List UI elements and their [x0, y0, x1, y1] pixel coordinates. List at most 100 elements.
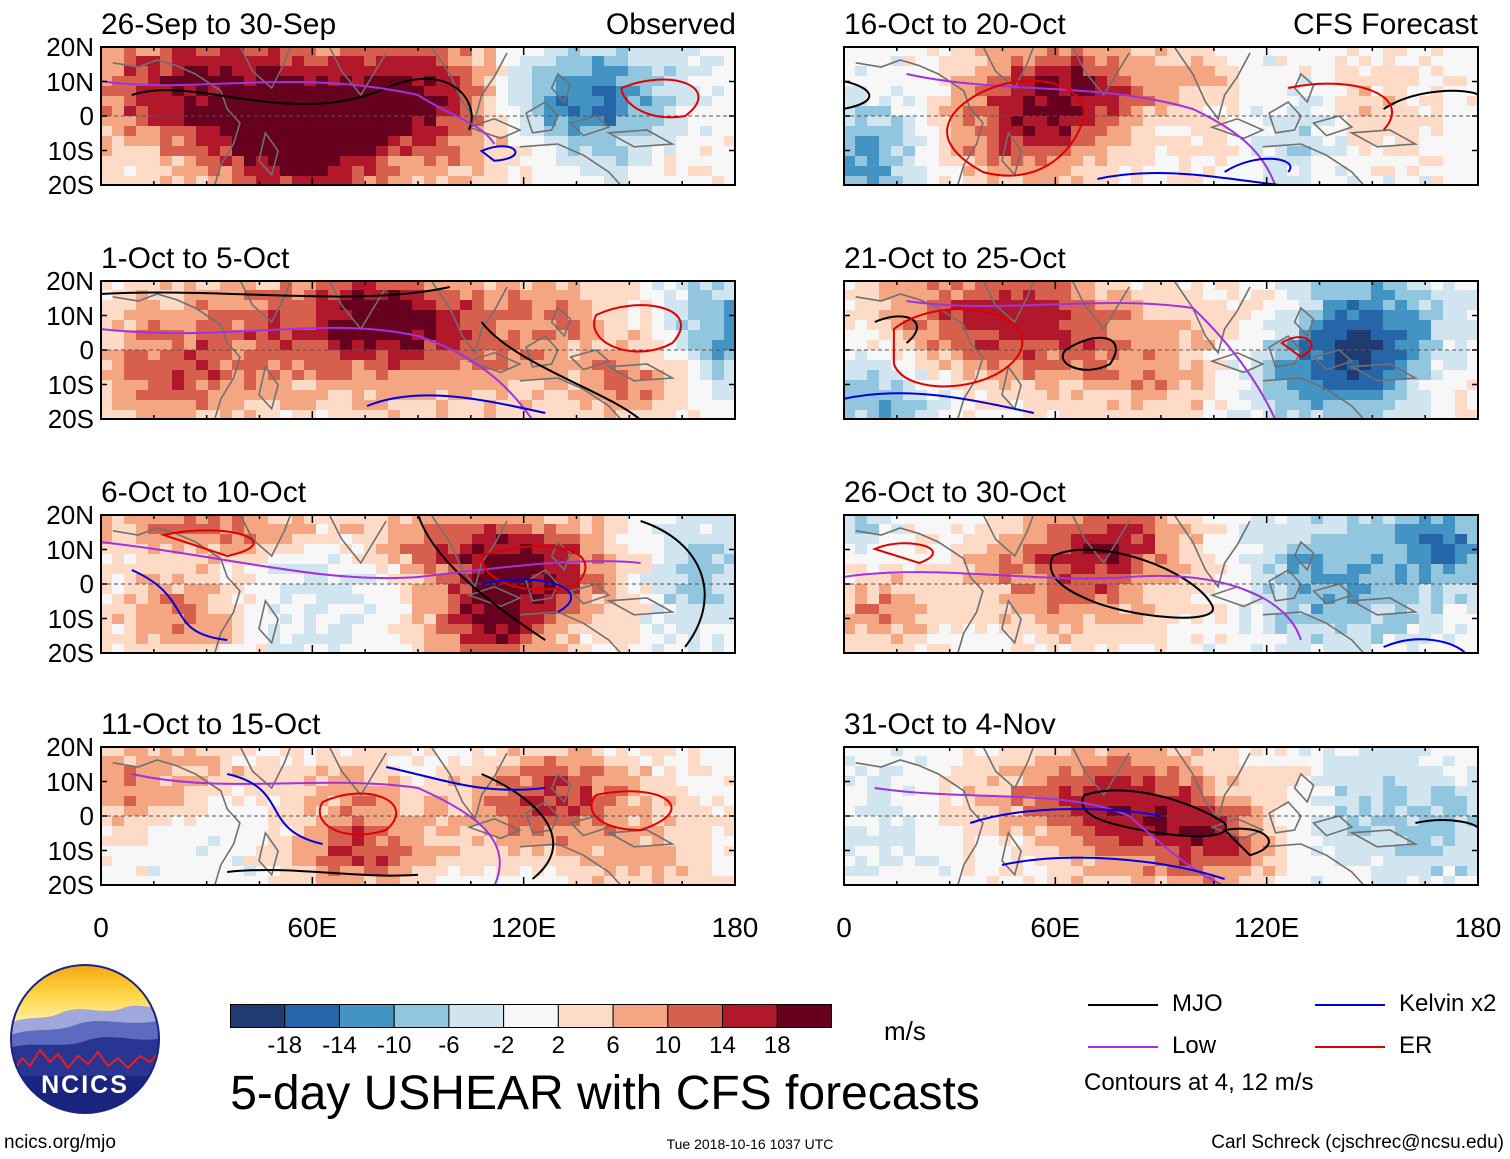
shade-cell	[1023, 340, 1036, 351]
shade-cell	[520, 330, 533, 341]
shade-cell	[1431, 126, 1444, 137]
shade-cell	[280, 410, 293, 420]
shade-cell	[388, 360, 401, 371]
shade-cell	[508, 766, 521, 777]
shade-cell	[1119, 136, 1132, 147]
shade-cell	[136, 564, 149, 575]
shade-cell	[628, 524, 641, 535]
shade-cell	[700, 634, 713, 645]
shade-cell	[987, 310, 1000, 321]
shade-cell	[676, 116, 689, 127]
shade-cell	[1371, 370, 1384, 381]
shade-cell	[112, 634, 125, 645]
shade-cell	[208, 766, 221, 777]
shade-cell	[1047, 524, 1060, 535]
shade-cell	[1275, 524, 1288, 535]
shade-cell	[520, 350, 533, 361]
shade-cell	[616, 156, 629, 167]
shade-cell	[640, 554, 653, 565]
shade-cell	[1371, 300, 1384, 311]
shade-cell	[640, 136, 653, 147]
shade-cell	[592, 564, 605, 575]
shade-cell	[664, 594, 677, 605]
shade-cell	[1455, 524, 1468, 535]
shade-cell	[855, 310, 868, 321]
shade-cell	[508, 116, 521, 127]
shade-cell	[640, 876, 653, 886]
shade-cell	[915, 360, 928, 371]
shade-cell	[388, 46, 401, 57]
shade-cell	[148, 514, 161, 525]
shade-cell	[700, 544, 713, 555]
shade-cell	[1131, 86, 1144, 97]
shade-cell	[328, 280, 341, 291]
shade-cell	[184, 624, 197, 635]
shade-cell	[664, 166, 677, 177]
shade-cell	[628, 116, 641, 127]
shade-cell	[184, 360, 197, 371]
shade-cell	[520, 806, 533, 817]
shade-cell	[616, 116, 629, 127]
shade-cell	[172, 816, 185, 827]
shade-cell	[136, 544, 149, 555]
shade-cell	[652, 360, 665, 371]
shade-cell	[556, 350, 569, 361]
shade-cell	[879, 106, 892, 117]
shade-cell	[843, 410, 856, 420]
shade-cell	[484, 126, 497, 137]
shade-cell	[664, 584, 677, 595]
shade-cell	[1383, 136, 1396, 147]
shade-cell	[1467, 116, 1479, 127]
shade-cell	[532, 866, 545, 877]
shade-cell	[256, 766, 269, 777]
shade-cell	[436, 126, 449, 137]
shade-cell	[987, 280, 1000, 291]
shade-cell	[1035, 86, 1048, 97]
shade-cell	[1203, 146, 1216, 157]
shade-cell	[376, 300, 389, 311]
shade-cell	[676, 290, 689, 301]
shade-cell	[676, 136, 689, 147]
shade-cell	[1443, 300, 1456, 311]
shade-cell	[676, 350, 689, 361]
shade-cell	[508, 846, 521, 857]
shade-cell	[412, 146, 425, 157]
shade-cell	[1083, 300, 1096, 311]
shade-cell	[436, 856, 449, 867]
shade-cell	[712, 86, 725, 97]
shade-cell	[1287, 340, 1300, 351]
shade-cell	[1419, 330, 1432, 341]
shade-cell	[232, 66, 245, 77]
shade-cell	[472, 766, 485, 777]
shade-cell	[855, 86, 868, 97]
shade-cell	[1347, 166, 1360, 177]
shade-cell	[1395, 126, 1408, 137]
shade-cell	[963, 126, 976, 137]
shade-cell	[436, 400, 449, 411]
shade-cell	[316, 534, 329, 545]
shade-cell	[1239, 400, 1252, 411]
shade-cell	[556, 756, 569, 767]
coastline	[982, 280, 1035, 324]
shade-cell	[280, 554, 293, 565]
shade-cell	[352, 604, 365, 615]
shade-cell	[352, 866, 365, 877]
shade-cell	[412, 320, 425, 331]
shade-cell	[1119, 280, 1132, 291]
shade-cell	[184, 176, 197, 186]
shade-cell	[951, 156, 964, 167]
shade-cell	[1047, 96, 1060, 107]
shade-cell	[544, 876, 557, 886]
shade-cell	[640, 524, 653, 535]
shade-cell	[1275, 280, 1288, 291]
shade-cell	[879, 380, 892, 391]
shade-cell	[376, 604, 389, 615]
shade-cell	[951, 116, 964, 127]
shade-cell	[124, 400, 137, 411]
shade-cell	[556, 66, 569, 77]
shade-cell	[592, 176, 605, 186]
shade-cell	[1215, 380, 1228, 391]
shade-cell	[1251, 136, 1264, 147]
shade-cell	[352, 280, 365, 291]
shade-cell	[100, 360, 113, 371]
